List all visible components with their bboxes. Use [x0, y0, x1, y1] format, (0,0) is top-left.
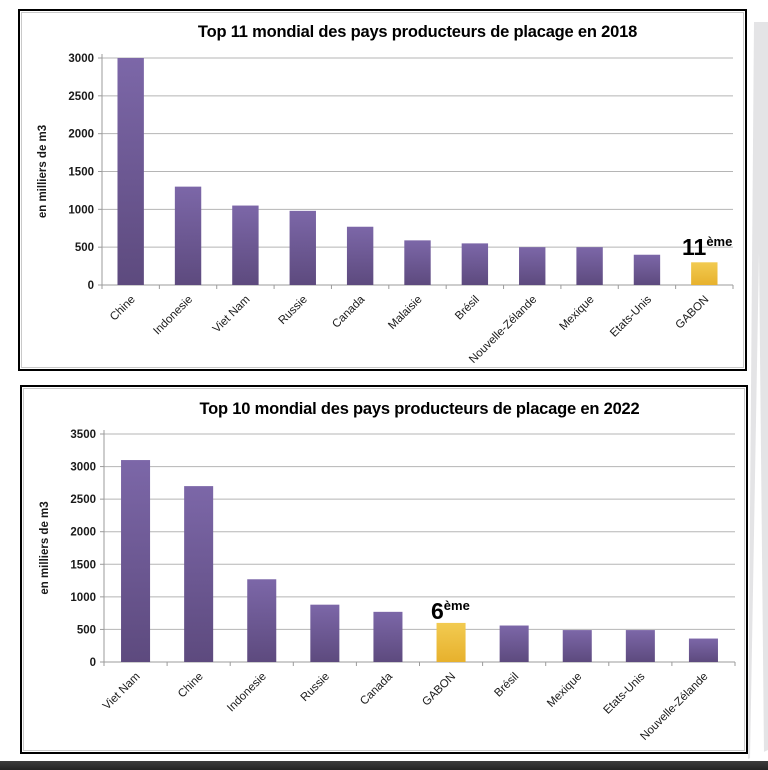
category-label-Etats-Unis: Etats-Unis	[608, 293, 654, 339]
svg-text:0: 0	[90, 657, 96, 669]
bar-Etats-Unis	[633, 254, 661, 285]
category-label-Canada: Canada	[330, 293, 367, 330]
bottom-border-band	[0, 761, 768, 770]
category-label-Nouvelle-Zélande: Nouvelle-Zélande	[638, 671, 710, 743]
bar-Indonesie	[247, 579, 277, 662]
chart-2022-panel: Top 10 mondial des pays producteurs de p…	[20, 385, 748, 754]
category-label-Brésil: Brésil	[492, 671, 521, 700]
bar-Russie	[289, 210, 316, 285]
svg-text:3500: 3500	[70, 429, 96, 441]
chart-2018-title: Top 11 mondial des pays producteurs de p…	[197, 23, 638, 41]
bar-Nouvelle-Zélande	[519, 247, 546, 285]
chart-2022-plot: 0 500 1000 1500 2000 2500 3000 3500 en milliers …	[39, 429, 736, 743]
svg-text:3000: 3000	[70, 462, 96, 474]
bar-Nouvelle-Zélande	[688, 638, 718, 662]
category-label-GABON: GABON	[420, 671, 458, 709]
page-curl-decoration	[748, 22, 768, 759]
bar-Russie	[310, 604, 340, 662]
svg-text:2000: 2000	[68, 129, 94, 141]
category-label-Viet Nam: Viet Nam	[101, 671, 143, 713]
bar-Mexique	[576, 247, 603, 285]
category-label-Mexique: Mexique	[557, 294, 596, 333]
category-label-Chine: Chine	[108, 294, 138, 324]
bar-Etats-Unis	[625, 630, 655, 662]
bar-Canada	[346, 226, 374, 285]
svg-text:1500: 1500	[70, 559, 96, 571]
svg-text:1000: 1000	[70, 592, 96, 604]
rank-annotation-2022: 6ème	[431, 599, 470, 623]
bar-Brésil	[461, 243, 489, 285]
svg-text:2500: 2500	[70, 494, 96, 506]
svg-text:en milliers de m3: en milliers de m3	[37, 125, 49, 218]
rank-number-2018: 11	[682, 234, 707, 260]
category-label-Indonesie: Indonesie	[151, 294, 195, 338]
category-label-Canada: Canada	[358, 670, 395, 707]
svg-text:0: 0	[88, 280, 94, 292]
bar-Chine	[117, 58, 144, 285]
chart-2018-plot: 0 500 1000 1500 2000 2500 3000 en milliers de m…	[37, 53, 734, 366]
category-label-Indonesie: Indonesie	[225, 671, 269, 715]
svg-text:1500: 1500	[68, 167, 94, 179]
svg-text:2000: 2000	[70, 527, 96, 539]
category-label-GABON: GABON	[674, 294, 712, 332]
bar-Mexique	[562, 630, 592, 662]
category-label-Russie: Russie	[277, 294, 310, 327]
rank-number-2022: 6	[431, 598, 444, 624]
svg-text:en milliers de m3: en milliers de m3	[39, 501, 51, 594]
category-label-Viet Nam: Viet Nam	[211, 294, 253, 336]
bar-Brésil	[499, 625, 529, 662]
category-label-Russie: Russie	[299, 671, 332, 704]
category-label-Malaisie: Malaisie	[386, 294, 424, 332]
rank-suffix-2018: ème	[706, 234, 733, 249]
bar-GABON	[691, 262, 718, 285]
chart-2022-title: Top 10 mondial des pays producteurs de p…	[199, 400, 640, 418]
svg-text:3000: 3000	[68, 53, 94, 65]
bar-Viet Nam	[232, 205, 259, 285]
rank-suffix-2022: ème	[443, 598, 470, 613]
bar-Canada	[373, 611, 403, 662]
bar-GABON	[436, 622, 466, 662]
rank-annotation-2018: 11ème	[682, 235, 732, 259]
category-label-Etats-Unis: Etats-Unis	[601, 670, 647, 716]
bar-Chine	[184, 486, 214, 662]
bar-Malaisie	[404, 240, 431, 285]
svg-text:1000: 1000	[68, 204, 94, 216]
svg-text:500: 500	[75, 242, 94, 254]
svg-text:500: 500	[77, 624, 96, 636]
bar-Viet Nam	[121, 460, 151, 662]
bar-Indonesie	[174, 186, 202, 285]
category-label-Mexique: Mexique	[545, 671, 584, 710]
category-label-Chine: Chine	[176, 671, 206, 701]
svg-text:2500: 2500	[68, 91, 94, 103]
chart-2018-panel: Top 11 mondial des pays producteurs de p…	[18, 9, 747, 371]
category-label-Brésil: Brésil	[453, 294, 482, 323]
